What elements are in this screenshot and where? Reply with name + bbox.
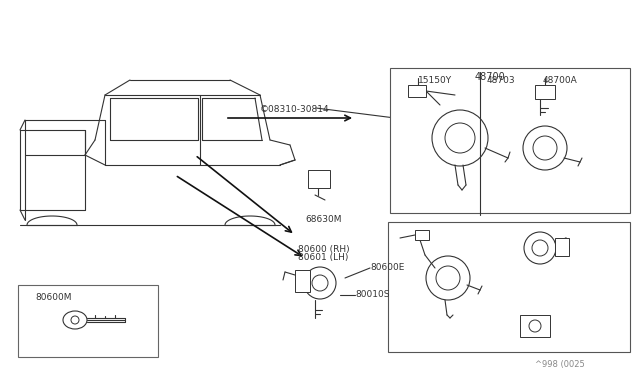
- Text: 15150Y: 15150Y: [418, 76, 452, 85]
- Text: 80600 (RH): 80600 (RH): [298, 245, 349, 254]
- Bar: [308, 170, 330, 188]
- Text: 68630M: 68630M: [305, 215, 342, 224]
- Text: 80600E: 80600E: [370, 263, 404, 272]
- Bar: [415, 230, 429, 240]
- Text: 48703: 48703: [487, 76, 516, 85]
- Text: 80600M: 80600M: [35, 293, 72, 302]
- Bar: [388, 222, 630, 352]
- Bar: [18, 285, 158, 357]
- Bar: [390, 68, 630, 213]
- Bar: [555, 238, 569, 256]
- Text: ©08310-30814: ©08310-30814: [260, 105, 330, 114]
- Text: 80010S: 80010S: [355, 290, 390, 299]
- Bar: [408, 85, 426, 97]
- Text: 48700: 48700: [475, 72, 506, 82]
- Text: 48700A: 48700A: [543, 76, 578, 85]
- Bar: [535, 85, 555, 99]
- Text: ^998 (0025: ^998 (0025: [535, 360, 585, 369]
- Bar: [295, 270, 310, 292]
- Bar: [520, 315, 550, 337]
- Text: 80601 (LH): 80601 (LH): [298, 253, 348, 262]
